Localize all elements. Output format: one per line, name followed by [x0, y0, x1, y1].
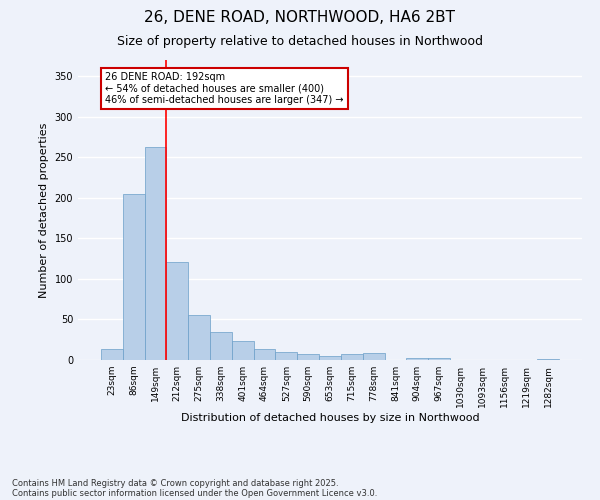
X-axis label: Distribution of detached houses by size in Northwood: Distribution of detached houses by size … — [181, 412, 479, 422]
Bar — [101, 350, 123, 360]
Text: 26 DENE ROAD: 192sqm
← 54% of detached houses are smaller (400)
46% of semi-deta: 26 DENE ROAD: 192sqm ← 54% of detached h… — [105, 72, 344, 106]
Bar — [537, 359, 559, 360]
Bar — [145, 147, 166, 360]
Bar — [254, 350, 275, 360]
Bar — [210, 332, 232, 360]
Bar — [428, 358, 450, 360]
Bar — [363, 352, 385, 360]
Bar — [232, 342, 254, 360]
Y-axis label: Number of detached properties: Number of detached properties — [39, 122, 49, 298]
Text: Contains HM Land Registry data © Crown copyright and database right 2025.: Contains HM Land Registry data © Crown c… — [12, 478, 338, 488]
Bar — [341, 354, 363, 360]
Text: Contains public sector information licensed under the Open Government Licence v3: Contains public sector information licen… — [12, 488, 377, 498]
Bar — [275, 352, 297, 360]
Bar — [319, 356, 341, 360]
Bar — [188, 316, 210, 360]
Bar — [406, 358, 428, 360]
Text: Size of property relative to detached houses in Northwood: Size of property relative to detached ho… — [117, 35, 483, 48]
Bar — [297, 354, 319, 360]
Bar — [166, 262, 188, 360]
Text: 26, DENE ROAD, NORTHWOOD, HA6 2BT: 26, DENE ROAD, NORTHWOOD, HA6 2BT — [145, 10, 455, 25]
Bar — [123, 194, 145, 360]
